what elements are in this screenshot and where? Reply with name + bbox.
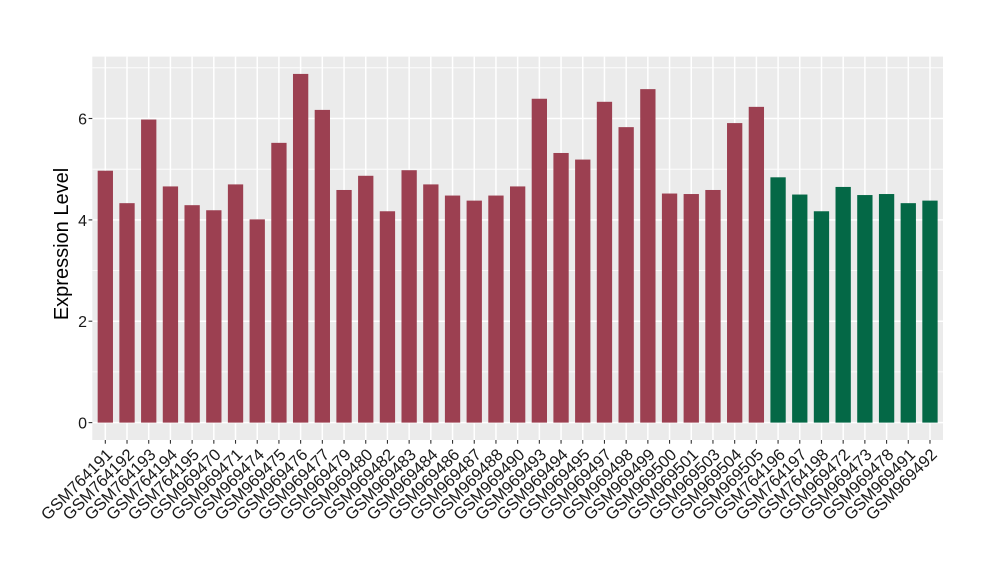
svg-text:6: 6 — [78, 111, 87, 128]
svg-text:2: 2 — [78, 314, 87, 331]
svg-text:0: 0 — [78, 416, 87, 433]
svg-text:4: 4 — [78, 213, 87, 230]
svg-text:Expression Level: Expression Level — [51, 168, 73, 320]
